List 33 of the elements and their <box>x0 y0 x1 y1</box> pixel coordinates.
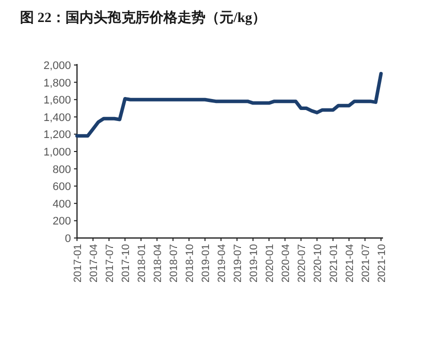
x-tick-label: 2018-07 <box>168 244 180 283</box>
y-tick-label: 1,400 <box>43 112 71 124</box>
x-tick-label: 2019-10 <box>248 244 260 283</box>
x-tick-label: 2018-01 <box>136 244 148 283</box>
y-tick-label: 1,600 <box>43 94 71 107</box>
x-tick-label: 2017-01 <box>72 244 84 283</box>
y-tick-label: 2,000 <box>43 60 71 72</box>
x-tick-label: 2021-10 <box>376 244 388 283</box>
y-tick-label: 800 <box>52 164 71 176</box>
x-tick-label: 2020-07 <box>296 244 308 283</box>
y-tick-label: 400 <box>52 198 71 210</box>
x-tick-label: 2020-01 <box>264 244 276 283</box>
x-tick-label: 2019-01 <box>200 244 212 283</box>
x-tick-label: 2019-07 <box>232 244 244 283</box>
chart-title: 图 22：国内头孢克肟价格走势（元/kg） <box>20 10 266 26</box>
y-tick-label: 1,000 <box>43 146 71 158</box>
y-tick-label: 200 <box>52 216 71 228</box>
y-tick-label: 1,800 <box>43 77 71 90</box>
x-tick-label: 2021-04 <box>344 244 356 283</box>
y-tick-label: 600 <box>52 181 71 194</box>
x-tick-label: 2019-04 <box>216 244 228 283</box>
x-tick-label: 2020-10 <box>312 244 324 283</box>
x-tick-label: 2021-01 <box>328 244 340 283</box>
y-tick-label: 1,200 <box>43 129 71 142</box>
x-tick-label: 2017-04 <box>88 244 100 283</box>
x-tick-label: 2017-10 <box>120 244 132 283</box>
x-tick-label: 2018-04 <box>152 244 164 283</box>
x-tick-label: 2018-10 <box>184 244 196 283</box>
y-tick-label: 0 <box>64 233 71 245</box>
x-tick-label: 2021-07 <box>360 244 372 283</box>
x-tick-label: 2020-04 <box>280 244 292 283</box>
line-series <box>75 72 383 138</box>
x-tick-label: 2017-07 <box>104 244 116 283</box>
